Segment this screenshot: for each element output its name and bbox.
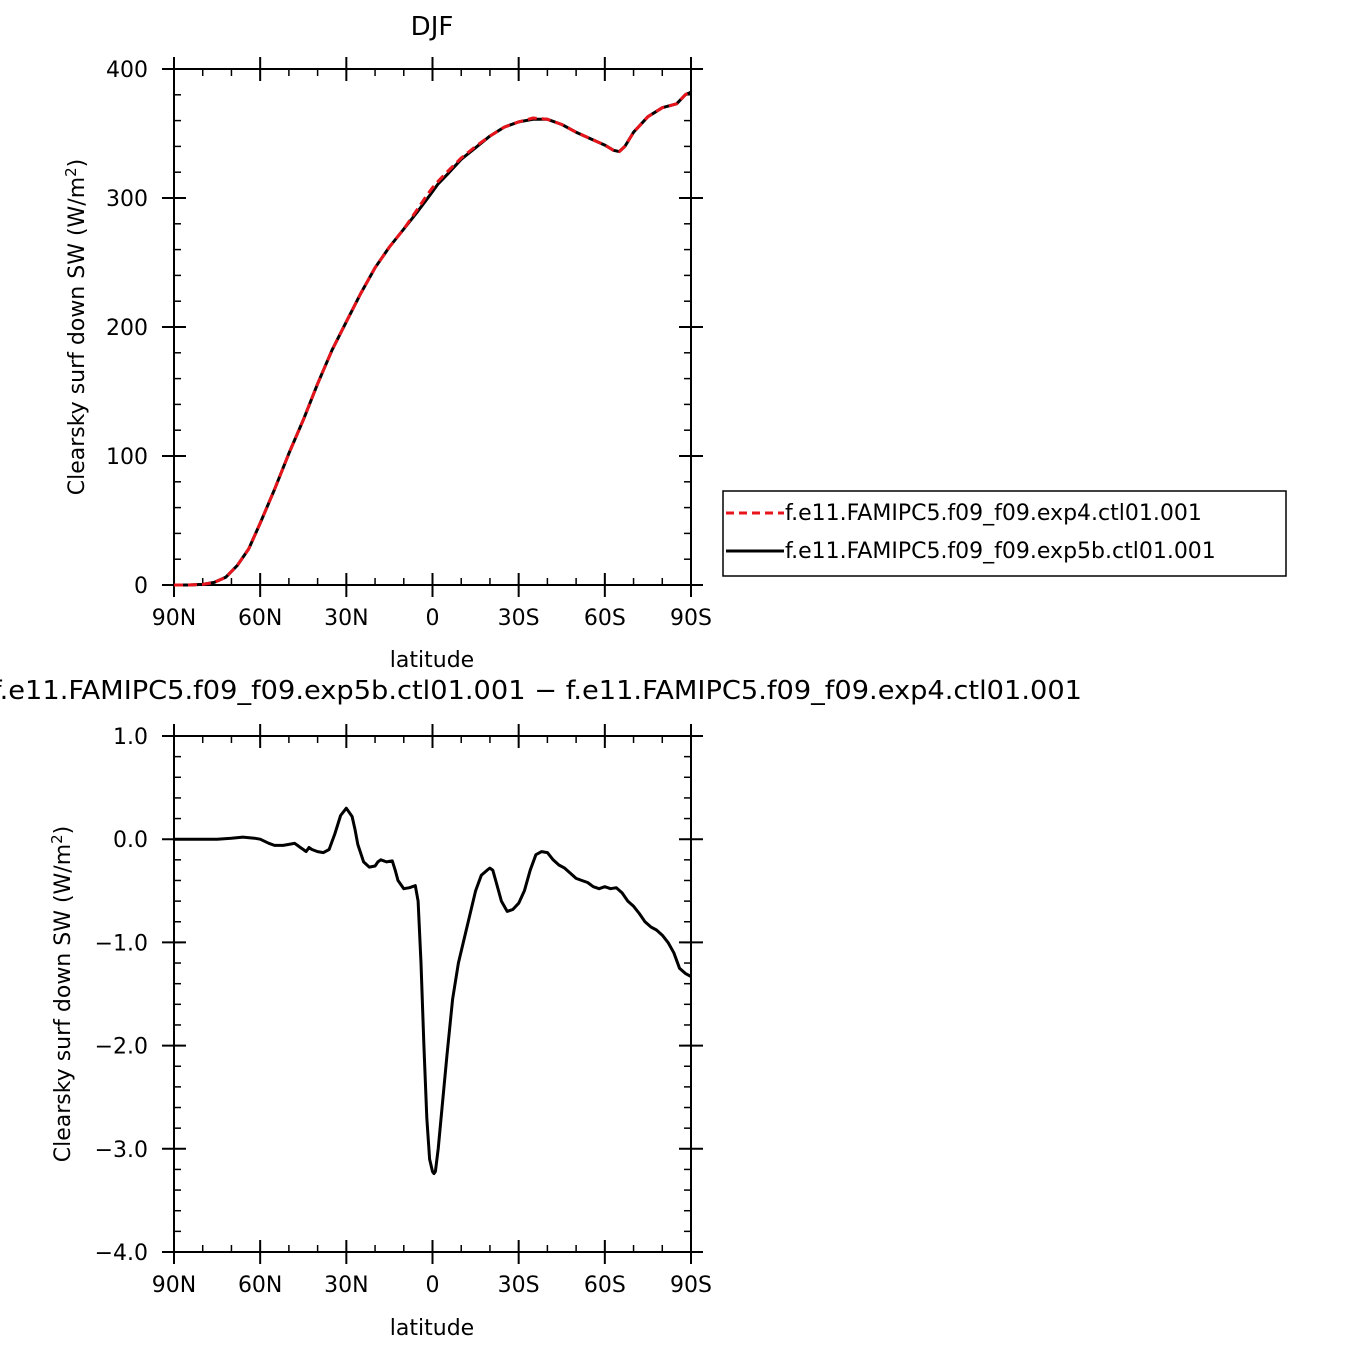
bottom-plot-frame <box>173 735 692 1253</box>
y-tick-label: −2.0 <box>95 1035 148 1060</box>
top-x-axis-title: latitude <box>390 648 474 673</box>
x-tick-label: 30N <box>324 1273 368 1298</box>
bottom-minor-ticks <box>173 735 692 1253</box>
x-tick-label: 0 <box>426 1273 440 1298</box>
y-tick-label: 0 <box>134 574 148 599</box>
y-tick-label: 300 <box>106 187 148 212</box>
top-y-axis-title: Clearsky surf down SW (W/m2) <box>62 159 90 496</box>
x-tick-label: 30N <box>324 606 368 631</box>
series-line-difference <box>174 806 692 1176</box>
x-tick-label: 90S <box>670 606 712 631</box>
series-line-exp5b <box>174 90 692 587</box>
top-panel: DJF 90N 60N 30N 0 30S 60S 90S 0 100 200 300 400 la… <box>62 12 1287 673</box>
bottom-x-axis-title: latitude <box>390 1316 474 1341</box>
series-line-exp4 <box>174 89 692 587</box>
y-tick-label: 0.0 <box>113 828 148 853</box>
top-series-group <box>174 89 692 587</box>
bottom-y-axis: 1.0 0.0 −1.0 −2.0 −3.0 −4.0 <box>95 725 703 1266</box>
bottom-y-axis-title: Clearsky surf down SW (W/m2) <box>48 826 76 1163</box>
top-plot-frame <box>173 68 692 586</box>
x-tick-label: 90N <box>152 1273 196 1298</box>
y-tick-label: −4.0 <box>95 1241 148 1266</box>
y-tick-label: 200 <box>106 316 148 341</box>
y-tick-label: 1.0 <box>113 725 148 750</box>
legend: f.e11.FAMIPC5.f09_f09.exp4.ctl01.001 f.e… <box>722 490 1287 577</box>
x-tick-label: 0 <box>426 606 440 631</box>
x-tick-label: 90N <box>152 606 196 631</box>
bottom-x-axis: 90N 60N 30N 0 30S 60S 90S <box>152 724 712 1298</box>
legend-label-exp5b: f.e11.FAMIPC5.f09_f09.exp5b.ctl01.001 <box>785 539 1216 564</box>
bottom-panel: f.e11.FAMIPC5.f09_f09.exp5b.ctl01.001 − … <box>0 676 1082 1341</box>
y-tick-label: 100 <box>106 445 148 470</box>
x-tick-label: 60N <box>238 606 282 631</box>
y-tick-label: 400 <box>106 58 148 83</box>
x-tick-label: 60S <box>584 606 626 631</box>
y-tick-label: −3.0 <box>95 1138 148 1163</box>
x-tick-label: 60S <box>584 1273 626 1298</box>
top-y-axis: 0 100 200 300 400 <box>106 58 703 599</box>
x-tick-label: 60N <box>238 1273 282 1298</box>
bottom-chart-title: f.e11.FAMIPC5.f09_f09.exp5b.ctl01.001 − … <box>0 676 1082 706</box>
x-tick-label: 90S <box>670 1273 712 1298</box>
legend-box <box>722 490 1287 577</box>
legend-label-exp4: f.e11.FAMIPC5.f09_f09.exp4.ctl01.001 <box>785 501 1202 526</box>
top-chart-title: DJF <box>411 12 454 42</box>
top-minor-ticks <box>173 68 692 586</box>
top-x-axis: 90N 60N 30N 0 30S 60S 90S <box>152 57 712 631</box>
x-tick-label: 30S <box>498 606 540 631</box>
y-tick-label: −1.0 <box>95 931 148 956</box>
bottom-series-group <box>174 806 692 1176</box>
x-tick-label: 30S <box>498 1273 540 1298</box>
